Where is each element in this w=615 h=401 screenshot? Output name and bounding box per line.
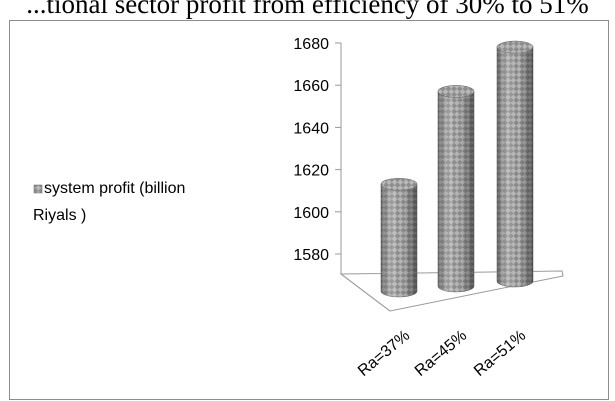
y-tick-label: 1600 (293, 205, 329, 222)
bar-cylinder (496, 40, 534, 288)
legend-label-line2: Riyals ) (33, 207, 86, 224)
chart-plot: 1580 1600 1620 1640 1660 1680 Ra=37%Ra=45% Ra=… (33, 36, 564, 380)
y-tick-label: 1640 (293, 120, 329, 137)
bar-top-cap (380, 177, 418, 191)
x-tick-label: Ra=45% (412, 327, 470, 380)
bar-top-cap (496, 40, 534, 54)
bar-cylinder (437, 85, 475, 293)
chart-caption: ...tional sector profit from efficiency … (26, 0, 589, 19)
bar-cylinder (380, 177, 418, 298)
x-tick-label: Ra=51% (471, 327, 529, 380)
legend-label-line1: system profit (billion (44, 180, 185, 197)
chart-frame: 1580 1600 1620 1640 1660 1680 Ra=37% Ra=45% Ra=… (9, 20, 609, 400)
x-tick-label: Ra=37% (355, 327, 413, 380)
y-tick-label: 1680 (293, 36, 329, 53)
y-tick-label: 1580 (293, 247, 329, 264)
y-tick-label: 1660 (293, 78, 329, 95)
legend-marker (33, 184, 43, 194)
bar-top-cap (437, 85, 475, 98)
y-tick-label: 1620 (293, 163, 329, 180)
depth-axis-line (340, 273, 391, 312)
